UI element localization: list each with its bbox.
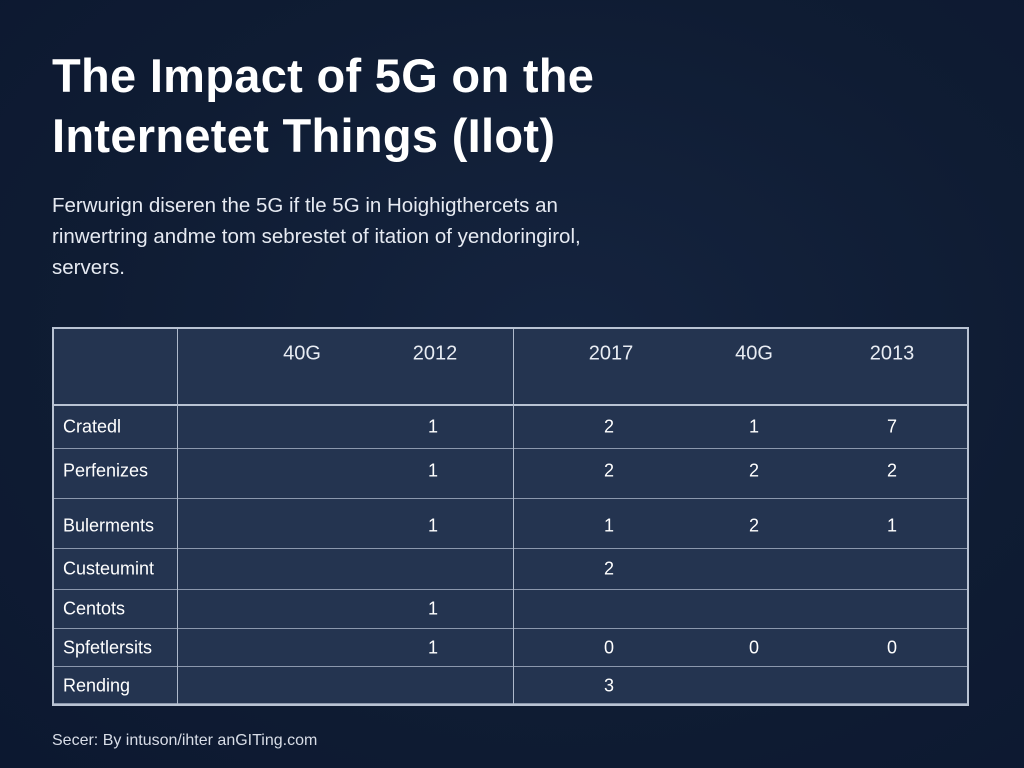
row-label: Spfetlersits	[63, 637, 153, 658]
table-cell: 3	[603, 675, 615, 696]
subtitle-line-1: Ferwurign diseren the 5G if tle 5G in Ho…	[52, 194, 558, 217]
table-cell: 1	[603, 515, 615, 536]
header-cell-2: 2012	[412, 342, 458, 365]
header-cell-3: 2017	[588, 342, 634, 365]
table-row: Cratedl 1 2 1 7	[54, 406, 967, 449]
page-title: The Impact of 5G on the Internetet Thing…	[52, 46, 972, 166]
subtitle-line-2: rinwertring andme tom sebrestet of itati…	[52, 225, 581, 248]
table-row: Custeumint 2	[54, 549, 967, 590]
header-cell-5: 2013	[869, 342, 915, 365]
table-cell: 2	[886, 460, 898, 481]
table-cell: 1	[886, 515, 898, 536]
column-divider	[513, 329, 514, 704]
row-label: Rending	[63, 675, 131, 696]
data-table: 40G 2012 2017 40G 2013 Cratedl 1 2 1 7 P…	[52, 327, 969, 706]
table-cell: 1	[427, 598, 439, 619]
table-row: Bulerments 1 1 2 1	[54, 499, 967, 549]
table-cell: 0	[748, 637, 760, 658]
table-cell: 2	[748, 460, 760, 481]
table-cell: 1	[427, 515, 439, 536]
row-label: Centots	[63, 598, 126, 619]
subtitle-line-3: servers.	[52, 256, 125, 279]
table-cell: 1	[427, 416, 439, 437]
row-label: Custeumint	[63, 558, 155, 579]
title-line-2: Internetet Things (Ilot)	[52, 109, 556, 162]
source-footnote: Secer: By intuson/ihter anGITing.com	[52, 732, 318, 749]
table-cell: 7	[886, 416, 898, 437]
subtitle: Ferwurign diseren the 5G if tle 5G in Ho…	[52, 190, 692, 283]
row-label: Cratedl	[63, 416, 122, 437]
table-cell: 2	[748, 515, 760, 536]
header-cell-1: 40G	[283, 342, 321, 365]
table-cell: 0	[603, 637, 615, 658]
row-label: Bulerments	[63, 515, 155, 536]
table-row: Rending 3	[54, 667, 967, 704]
table-row: Spfetlersits 1 0 0 0	[54, 629, 967, 667]
table-row: Perfenizes 1 2 2 2	[54, 449, 967, 499]
column-divider	[177, 329, 178, 704]
table-row: Centots 1	[54, 590, 967, 629]
table-cell: 2	[603, 460, 615, 481]
header-cell-4: 40G	[735, 342, 773, 365]
table-header-row: 40G 2012 2017 40G 2013	[54, 329, 967, 406]
table-cell: 0	[886, 637, 898, 658]
table-cell: 1	[748, 416, 760, 437]
table-cell: 1	[427, 637, 439, 658]
table-cell: 2	[603, 416, 615, 437]
table-cell: 2	[603, 558, 615, 579]
title-line-1: The Impact of 5G on the	[52, 49, 595, 102]
row-label: Perfenizes	[63, 460, 149, 481]
table-cell: 1	[427, 460, 439, 481]
